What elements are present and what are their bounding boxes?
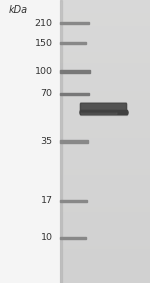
Text: 100: 100 — [34, 67, 52, 76]
FancyBboxPatch shape — [81, 111, 117, 114]
Bar — [80, 113, 127, 115]
Bar — [60, 0, 62, 283]
Bar — [80, 113, 127, 114]
Bar — [80, 112, 127, 113]
Bar — [80, 112, 127, 113]
Bar — [60, 237, 86, 239]
Text: 10: 10 — [40, 233, 52, 242]
Bar — [60, 22, 89, 24]
Text: 150: 150 — [34, 38, 52, 48]
FancyBboxPatch shape — [80, 103, 127, 112]
Bar — [80, 110, 127, 112]
Text: kDa: kDa — [9, 5, 28, 15]
Bar — [60, 42, 86, 44]
Bar — [80, 110, 127, 112]
Bar — [80, 112, 127, 114]
Bar — [80, 111, 127, 112]
Bar — [80, 111, 127, 113]
Bar — [80, 112, 127, 113]
Bar — [0, 0, 60, 283]
Bar — [80, 112, 127, 114]
Text: 17: 17 — [40, 196, 52, 205]
Bar — [80, 112, 127, 113]
Bar — [80, 113, 127, 114]
Bar — [80, 110, 127, 111]
Text: 210: 210 — [34, 19, 52, 28]
Text: 35: 35 — [40, 137, 52, 146]
Bar — [60, 93, 88, 95]
Bar — [80, 110, 127, 112]
Bar — [80, 111, 127, 113]
Bar — [60, 140, 88, 143]
Bar — [80, 111, 127, 112]
Text: 70: 70 — [40, 89, 52, 98]
Bar — [80, 111, 127, 113]
Bar — [60, 200, 87, 202]
Bar — [80, 110, 127, 112]
Bar — [80, 112, 127, 114]
Bar — [60, 70, 90, 73]
